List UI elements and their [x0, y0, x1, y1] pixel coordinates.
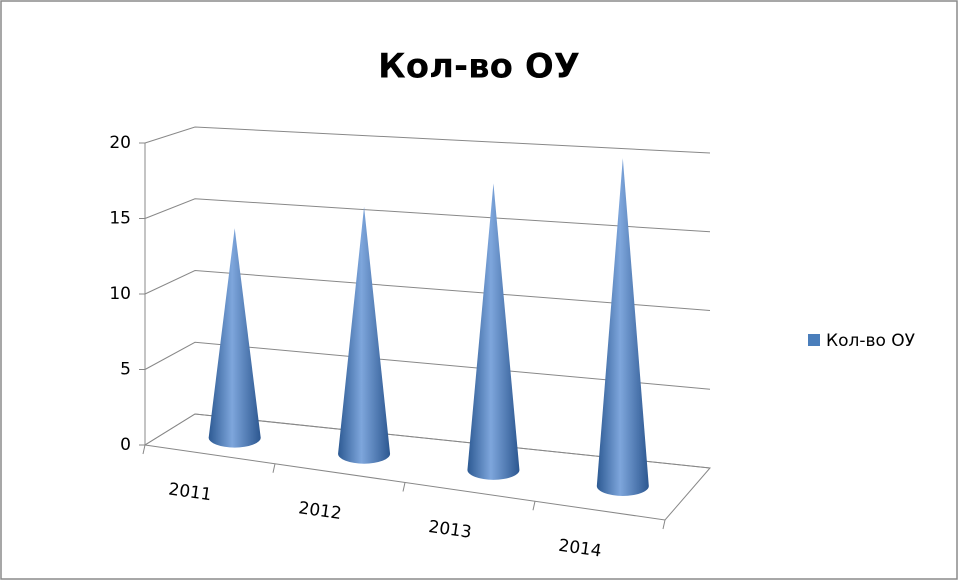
cone: [596, 158, 649, 496]
y-tick-label: 10: [109, 284, 131, 304]
y-tick-label: 5: [120, 360, 131, 380]
x-tick: [142, 444, 146, 455]
cone-body: [208, 228, 261, 448]
grid-line: [144, 341, 711, 390]
cone-body: [338, 206, 391, 464]
cone-body: [596, 158, 649, 496]
y-tick-label: 20: [109, 133, 131, 153]
grid-line: [144, 126, 711, 154]
y-tick-label: 15: [109, 209, 131, 229]
grid-line: [144, 198, 711, 233]
grid-line: [144, 413, 711, 469]
x-tick: [272, 463, 276, 473]
cone: [208, 228, 261, 448]
cone-body: [467, 183, 520, 480]
y-tick-label: 0: [120, 435, 131, 455]
legend-label: Кол-во ОУ: [826, 331, 916, 351]
x-tick: [532, 501, 536, 511]
cone: [467, 183, 520, 480]
x-tick: [662, 519, 666, 530]
cone: [338, 206, 391, 464]
x-tick: [402, 482, 406, 492]
chart-title: Кол-во ОУ: [378, 47, 580, 87]
grid-line: [144, 269, 711, 311]
legend-swatch: [808, 334, 820, 346]
